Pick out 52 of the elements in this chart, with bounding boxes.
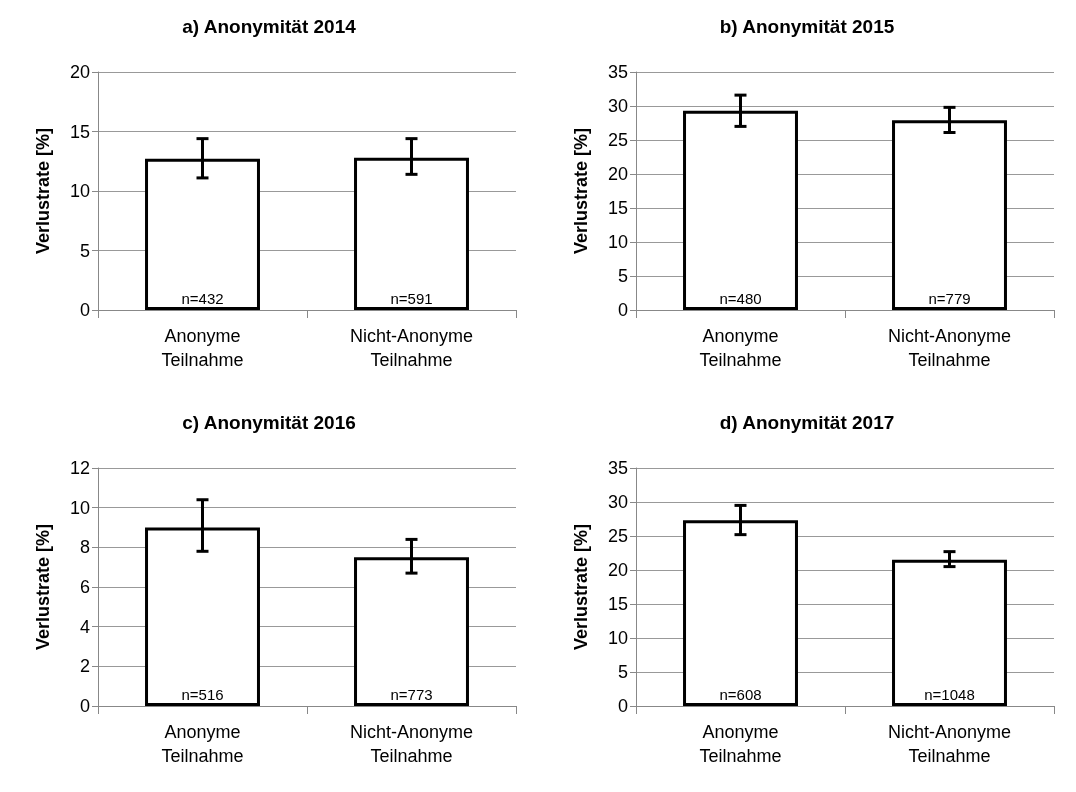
y-tick-label: 20: [69, 62, 90, 82]
chart-title: d) Anonymität 2017: [719, 412, 895, 433]
chart-title: a) Anonymität 2014: [182, 16, 357, 37]
y-tick-label: 35: [607, 458, 628, 478]
x-tick-label: Nicht-Anonyme Teilnahme: [349, 722, 474, 766]
annotation: n=516: [181, 686, 224, 703]
y-tick-label: 10: [607, 232, 628, 252]
y-axis-title: Verlustrate [%]: [571, 127, 591, 255]
x-tick-label: Anonyme Teilnahme: [161, 722, 244, 766]
x-tick-label: Anonyme Teilnahme: [161, 326, 244, 370]
annotation: n=608: [719, 686, 762, 703]
y-tick-label: 10: [607, 628, 628, 648]
y-tick-label: 25: [607, 130, 628, 150]
y-tick-label: 2: [79, 656, 90, 677]
y-tick-label: 0: [79, 696, 90, 716]
y-tick-label: 0: [617, 696, 628, 716]
y-tick-label: 5: [79, 240, 90, 261]
y-tick-label: 5: [617, 266, 628, 286]
y-tick-label: 5: [617, 662, 628, 682]
y-axis-title: Verlustrate [%]: [33, 523, 53, 651]
y-tick-label: 25: [607, 526, 628, 546]
y-tick-label: 20: [607, 164, 628, 184]
x-tick-label: Nicht-Anonyme Teilnahme: [887, 722, 1012, 766]
y-tick-label: 30: [607, 492, 628, 512]
x-tick-label: Nicht-Anonyme Teilnahme: [349, 326, 474, 370]
y-tick-label: 6: [79, 577, 90, 597]
y-axis-title: Verlustrate [%]: [571, 523, 591, 651]
y-tick-label: 20: [607, 560, 628, 580]
y-tick-label: 4: [79, 616, 90, 637]
y-tick-label: 8: [79, 537, 90, 558]
y-tick-label: 10: [69, 181, 90, 201]
y-tick-label: 15: [607, 198, 628, 218]
y-tick-label: 30: [607, 96, 628, 116]
y-tick-label: 35: [607, 62, 628, 82]
y-tick-label: 10: [69, 497, 90, 518]
annotation: n=591: [390, 290, 433, 307]
x-tick-label: Anonyme Teilnahme: [699, 722, 782, 766]
y-axis-title: Verlustrate [%]: [33, 127, 53, 255]
y-tick-label: 0: [617, 300, 628, 320]
y-tick-label: 0: [79, 300, 90, 320]
annotation: n=1048: [924, 686, 975, 703]
chart-title: c) Anonymität 2016: [182, 412, 356, 433]
y-tick-label: 15: [607, 594, 628, 614]
annotation: n=779: [928, 290, 971, 307]
annotation: n=432: [181, 290, 224, 307]
y-tick-label: 12: [69, 458, 90, 478]
y-tick-label: 15: [69, 121, 90, 142]
annotation: n=773: [390, 686, 433, 703]
x-tick-label: Anonyme Teilnahme: [699, 326, 782, 370]
annotation: n=480: [719, 290, 762, 307]
x-tick-label: Nicht-Anonyme Teilnahme: [887, 326, 1012, 370]
chart-title: b) Anonymität 2015: [719, 16, 895, 37]
